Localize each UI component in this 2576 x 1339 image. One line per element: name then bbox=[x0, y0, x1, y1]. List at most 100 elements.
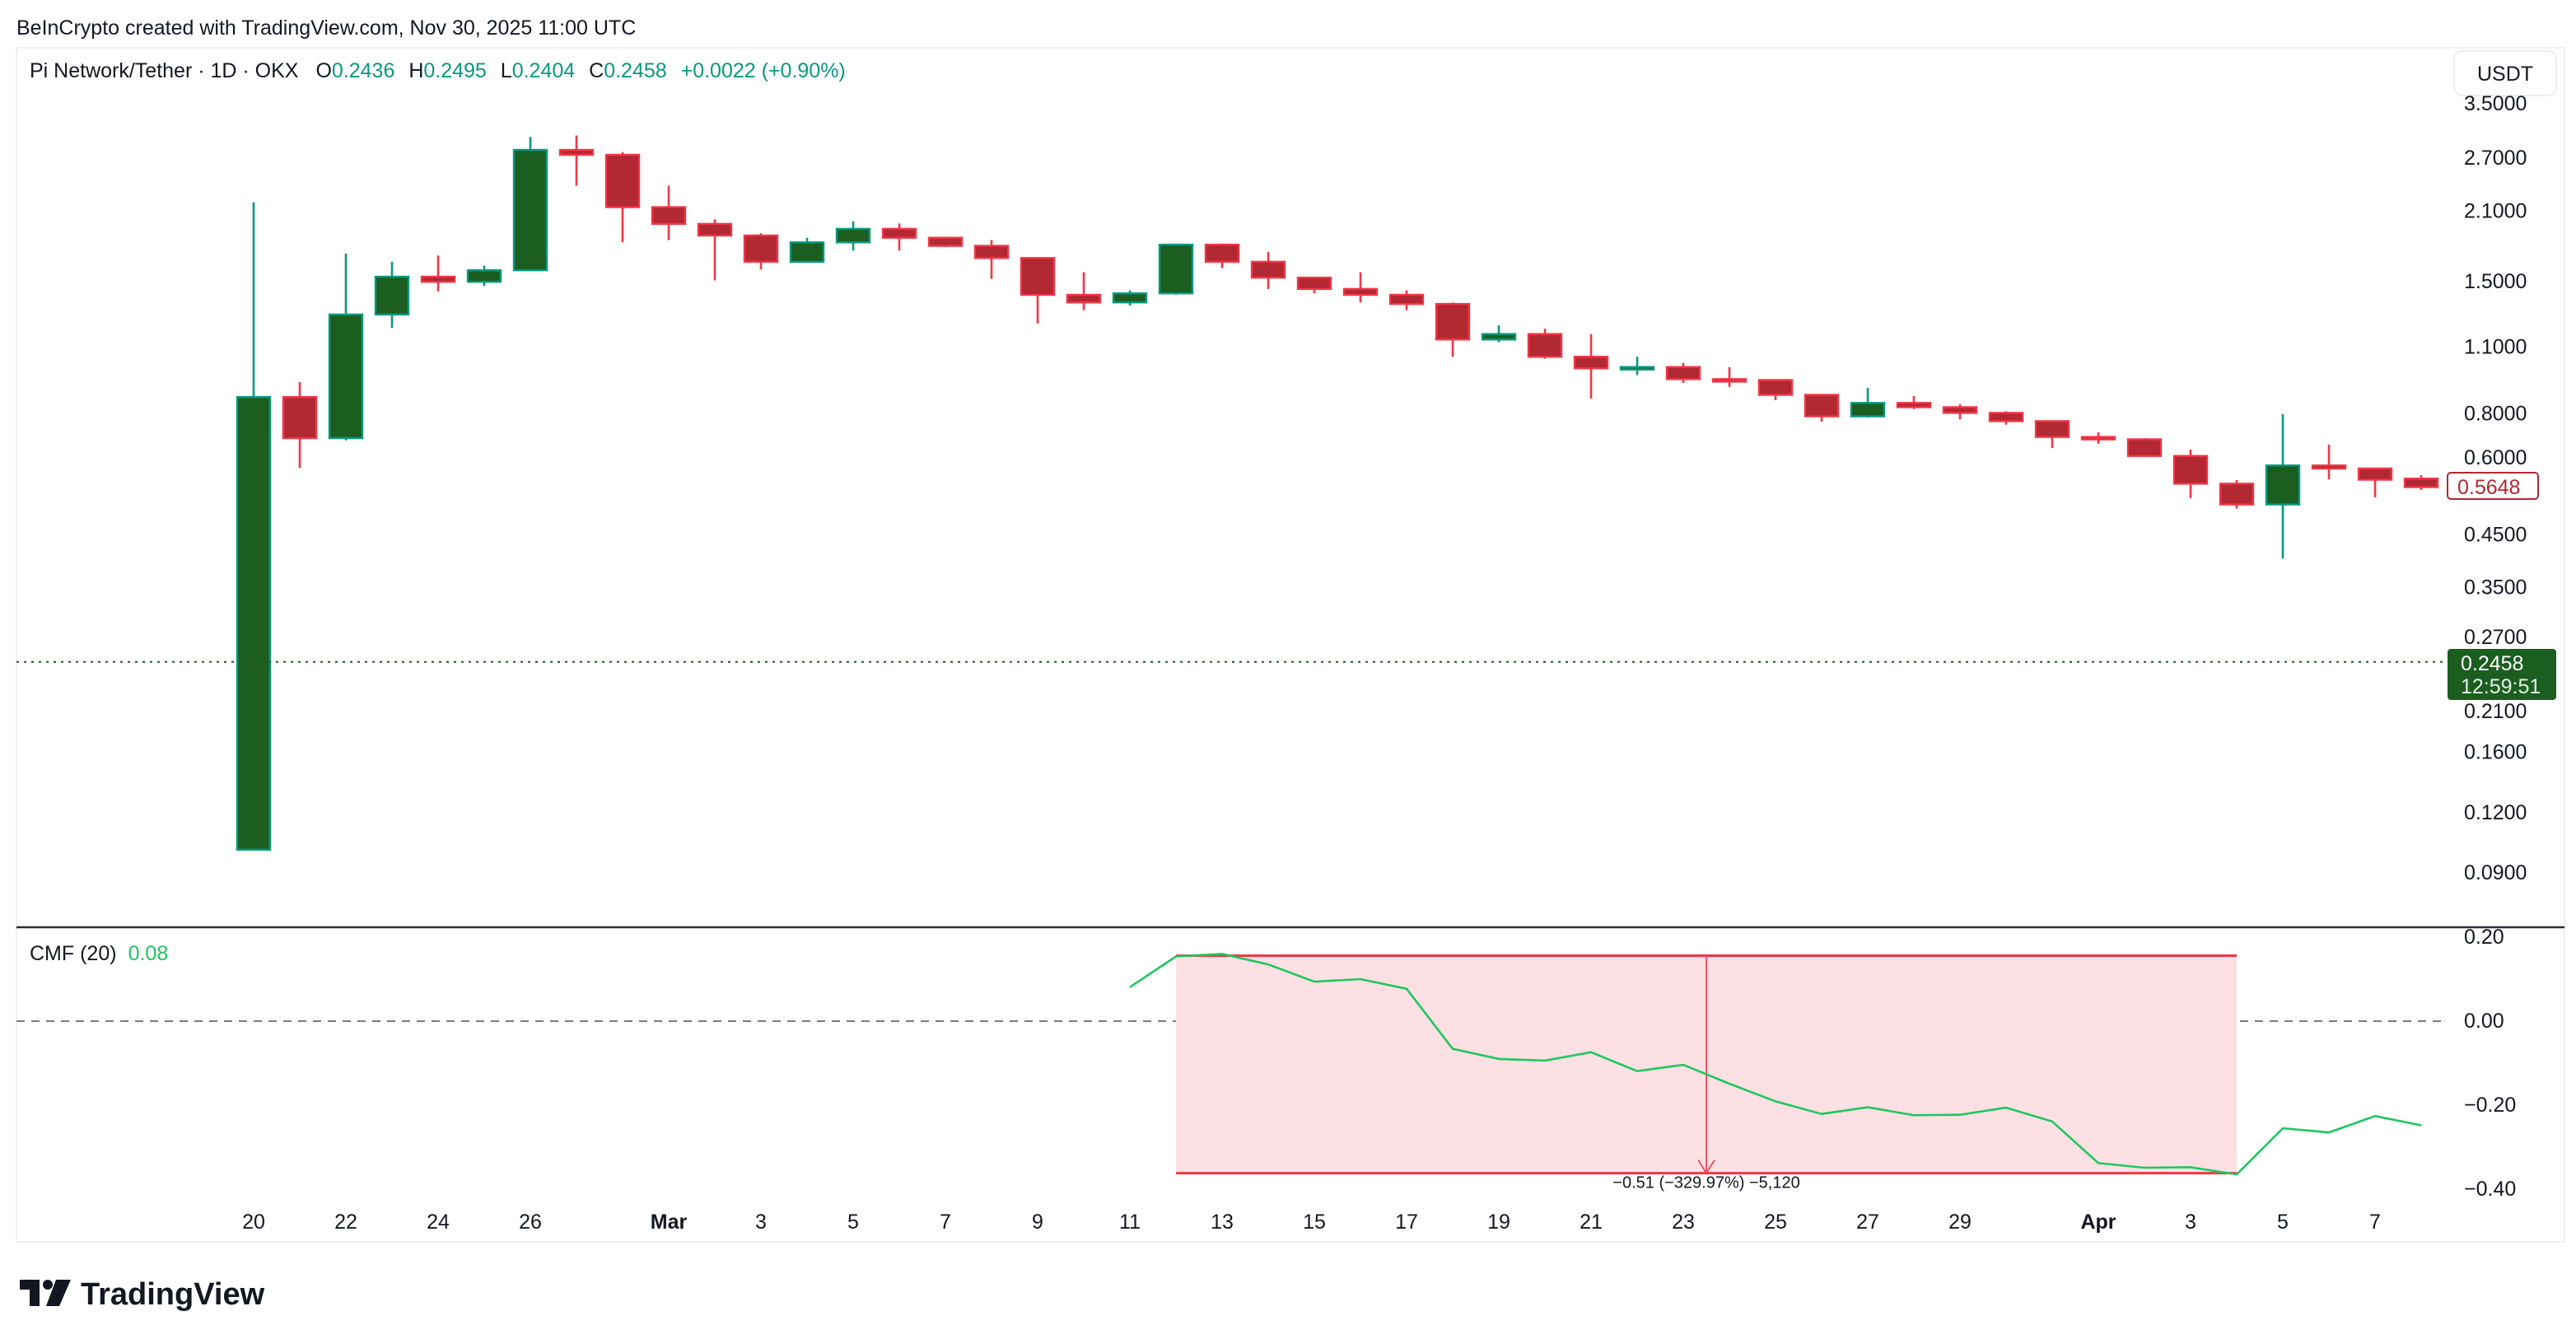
candle-body bbox=[1665, 366, 1701, 380]
candle bbox=[420, 255, 456, 292]
candle bbox=[1158, 243, 1194, 296]
candle-body bbox=[1711, 378, 1748, 383]
time-axis[interactable]: 20 22 24 26 Mar 3 5 7 9 11 13 15 17 19 21 23 25 27 29 Apr 3 5… bbox=[242, 1211, 2381, 1234]
time-tick-label: 5 bbox=[2277, 1211, 2289, 1234]
time-tick-label: 17 bbox=[1395, 1211, 1418, 1234]
candle-body bbox=[743, 234, 779, 264]
candle bbox=[328, 253, 364, 441]
candle bbox=[1481, 324, 1517, 343]
candle bbox=[236, 202, 272, 851]
time-tick-label: 7 bbox=[940, 1211, 951, 1234]
candle bbox=[927, 236, 964, 247]
time-tick-label: 11 bbox=[1119, 1211, 1141, 1234]
price-tick-label: 0.2700 bbox=[2464, 626, 2527, 649]
candle-body bbox=[1573, 356, 1609, 370]
candle-body bbox=[2034, 420, 2070, 438]
candle-body bbox=[1481, 333, 1517, 341]
price-tick-label: 2.7000 bbox=[2464, 147, 2527, 170]
candle-body bbox=[1066, 293, 1102, 304]
measure-annotation[interactable] bbox=[1176, 954, 2237, 1175]
price-tick-label: 2.1000 bbox=[2464, 199, 2527, 222]
candle bbox=[1204, 243, 1240, 268]
time-tick-label: 24 bbox=[427, 1211, 450, 1234]
candle bbox=[512, 137, 548, 272]
candle-body bbox=[973, 245, 1010, 259]
candle bbox=[2265, 413, 2301, 559]
time-tick-label: 3 bbox=[755, 1211, 767, 1234]
candle-body bbox=[1342, 287, 1379, 296]
candle-body bbox=[927, 236, 964, 247]
cmf-value: 0.08 bbox=[128, 942, 169, 965]
last-bar-price: 0.5648 bbox=[2457, 476, 2520, 499]
time-tick-label: Apr bbox=[2080, 1211, 2116, 1234]
candle-body bbox=[2126, 438, 2163, 457]
cmf-axis[interactable]: 0.20 0.00 −0.20 −0.40 bbox=[2464, 926, 2516, 1201]
price-tick-label: 0.6000 bbox=[2464, 446, 2527, 469]
candle bbox=[697, 219, 733, 281]
candle-body bbox=[1942, 406, 1978, 414]
time-tick-label: Mar bbox=[651, 1211, 688, 1234]
candles bbox=[236, 135, 2439, 851]
time-tick-label: 9 bbox=[1032, 1211, 1043, 1234]
candle bbox=[1066, 272, 1102, 310]
price-tick-label: 1.1000 bbox=[2464, 335, 2527, 358]
candle bbox=[1942, 404, 1978, 420]
candle-body bbox=[2172, 455, 2209, 485]
cmf-tick-label: 0.00 bbox=[2464, 1010, 2504, 1033]
price-tick-label: 0.2100 bbox=[2464, 700, 2527, 723]
candle bbox=[1757, 379, 1794, 400]
tradingview-logo: TradingView bbox=[20, 1277, 265, 1312]
time-tick-label: 19 bbox=[1487, 1211, 1510, 1234]
cmf-line bbox=[1129, 953, 2422, 1176]
candle bbox=[1342, 272, 1379, 303]
candle bbox=[1573, 334, 1609, 399]
candle bbox=[1250, 251, 1286, 289]
tradingview-wordmark: TradingView bbox=[81, 1277, 265, 1312]
time-tick-label: 29 bbox=[1948, 1211, 1972, 1234]
candle bbox=[2219, 479, 2255, 509]
candle bbox=[1804, 394, 1840, 422]
time-tick-label: 26 bbox=[519, 1211, 542, 1234]
candle bbox=[466, 265, 502, 287]
candle bbox=[2311, 445, 2347, 480]
candle-body bbox=[2311, 464, 2347, 470]
price-tick-label: 0.8000 bbox=[2464, 403, 2527, 426]
symbol-label: Pi Network/Tether · 1D · OKX bbox=[30, 59, 299, 82]
measure-label: −0.51 (−329.97%) −5,120 bbox=[1612, 1174, 1799, 1192]
candle-body bbox=[697, 222, 733, 237]
candle bbox=[558, 135, 595, 186]
current-price-value: 0.2458 bbox=[2461, 652, 2523, 675]
candle bbox=[374, 261, 410, 329]
candle-body bbox=[1112, 292, 1148, 304]
currency-button[interactable]: USDT bbox=[2453, 50, 2557, 96]
cmf-title: CMF (20) bbox=[30, 942, 117, 965]
candle bbox=[789, 237, 825, 264]
arrow-down-icon bbox=[1697, 1159, 1715, 1175]
close-value: 0.2458 bbox=[604, 59, 666, 82]
candle-body bbox=[282, 395, 318, 440]
candle-body bbox=[1804, 394, 1840, 418]
open-label: O bbox=[315, 59, 331, 82]
candle-body bbox=[558, 148, 595, 156]
price-axis[interactable]: 3.5000 2.7000 2.1000 1.5000 1.1000 0.8000 0.60… bbox=[2464, 92, 2527, 884]
close-label: C bbox=[589, 59, 604, 82]
low-label: L bbox=[501, 59, 512, 82]
candle bbox=[651, 185, 687, 240]
candle-body bbox=[1158, 243, 1194, 295]
candle bbox=[2172, 450, 2209, 498]
price-tick-label: 3.5000 bbox=[2464, 92, 2527, 115]
time-tick-label: 22 bbox=[334, 1211, 357, 1234]
candle bbox=[1435, 302, 1471, 357]
candle-body bbox=[1896, 402, 1932, 408]
candle bbox=[1988, 411, 2024, 425]
cmf-tick-label: −0.20 bbox=[2464, 1094, 2516, 1117]
price-tick-label: 0.4500 bbox=[2464, 523, 2527, 546]
candle-body bbox=[2080, 436, 2116, 441]
candle bbox=[1020, 257, 1056, 324]
candle bbox=[1527, 329, 1563, 359]
candle bbox=[1896, 395, 1932, 409]
candle-body bbox=[1757, 379, 1794, 396]
candle bbox=[743, 233, 779, 270]
price-tick-label: 0.1200 bbox=[2464, 801, 2527, 824]
